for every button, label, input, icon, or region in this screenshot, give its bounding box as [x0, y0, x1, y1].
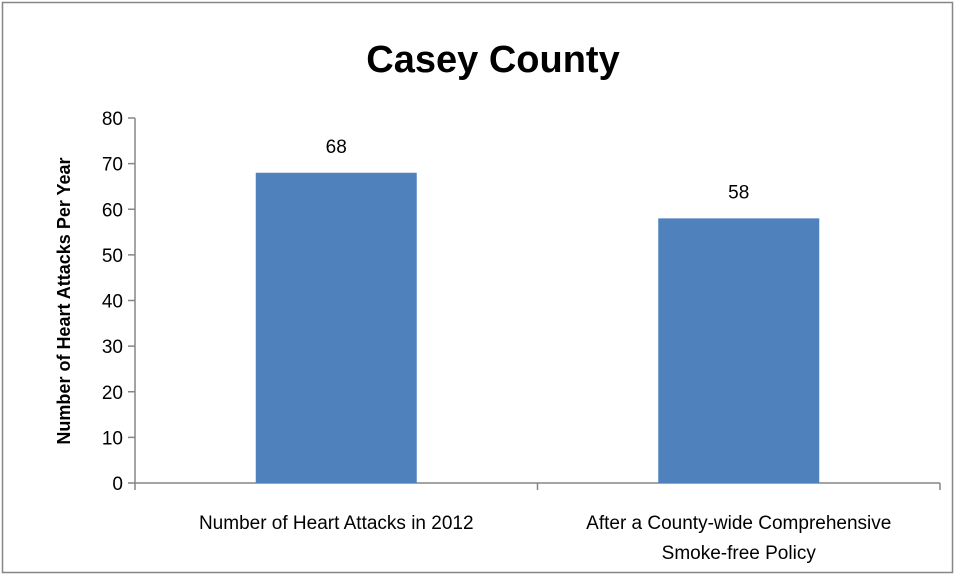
- data-label: 58: [728, 182, 749, 203]
- category-label: After a County-wide Comprehensive: [586, 513, 891, 534]
- y-tick-label: 30: [102, 337, 123, 358]
- chart-title: Casey County: [366, 39, 619, 81]
- data-label: 68: [326, 137, 347, 158]
- y-tick-label: 70: [102, 155, 123, 176]
- bar: [658, 218, 819, 483]
- y-tick-label: 50: [102, 246, 123, 267]
- y-tick-label: 80: [102, 109, 123, 130]
- category-label: Smoke-free Policy: [662, 543, 817, 564]
- y-tick-label: 0: [112, 474, 123, 495]
- y-tick-label: 10: [102, 428, 123, 449]
- y-axis-label: Number of Heart Attacks Per Year: [54, 157, 74, 444]
- y-tick-label: 20: [102, 383, 123, 404]
- y-tick-label: 40: [102, 292, 123, 313]
- y-tick-label: 60: [102, 200, 123, 221]
- category-label: Number of Heart Attacks in 2012: [199, 513, 474, 534]
- bar: [256, 173, 417, 483]
